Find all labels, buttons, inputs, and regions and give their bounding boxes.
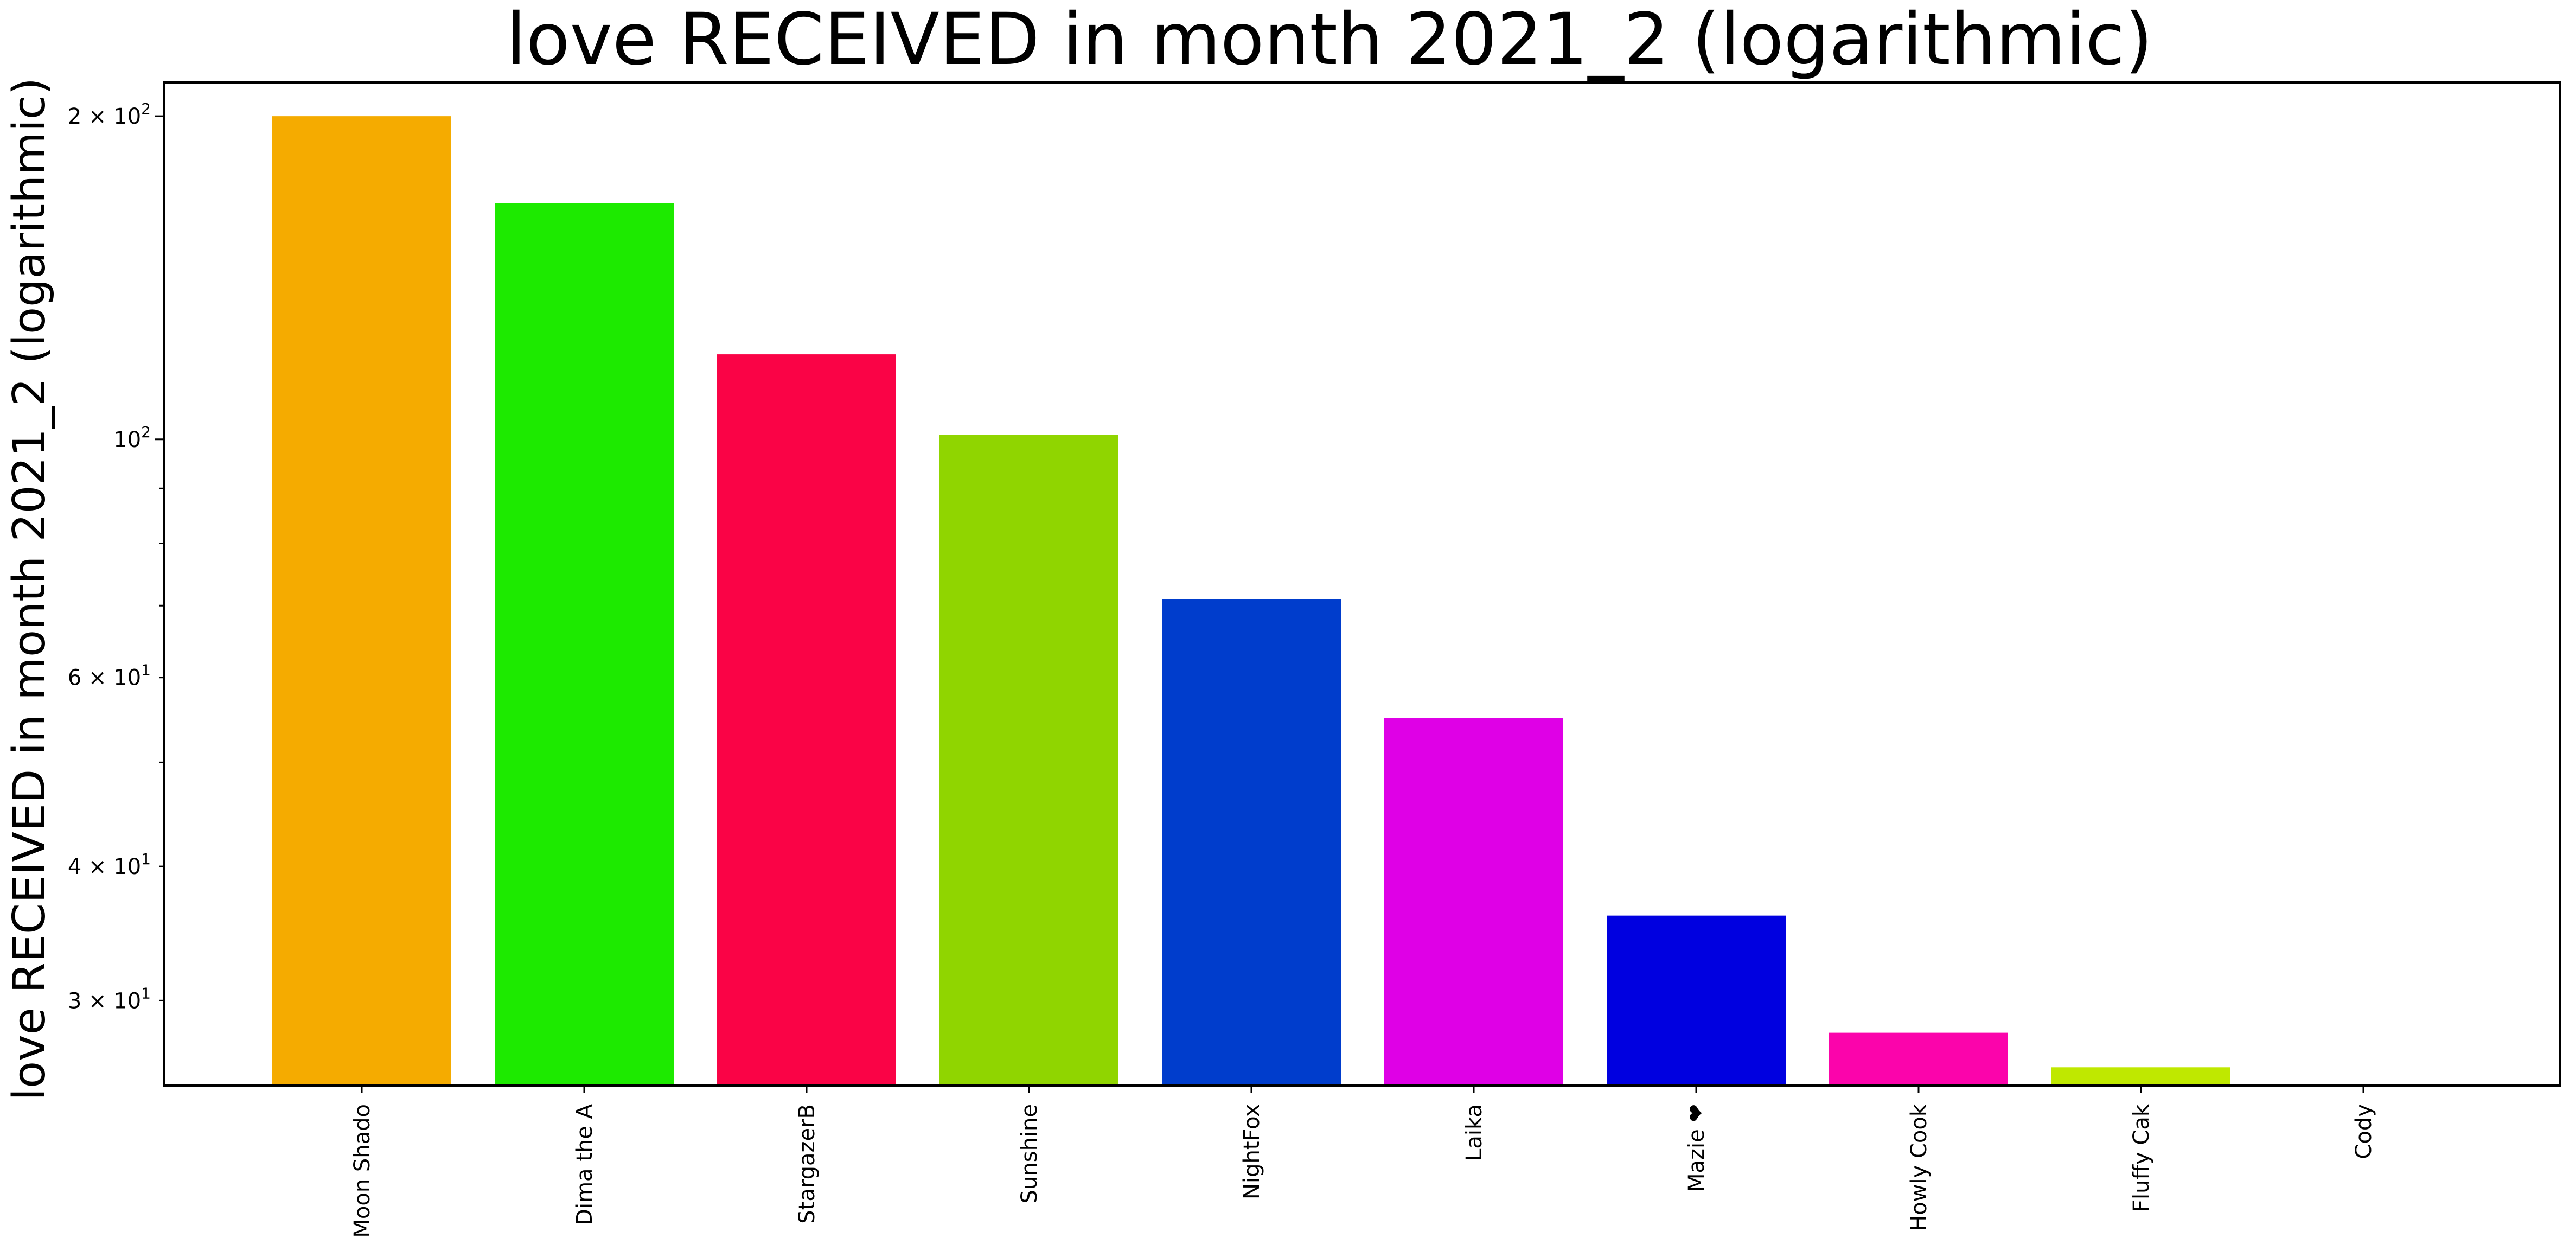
bar-1 [495,203,674,1086]
x-tick-label: Moon Shado [350,1104,375,1238]
x-tick-label: Mazie ❤ [1684,1104,1709,1192]
y-tick-label: 4 × 101 [68,850,151,879]
x-tick-label: Howly Cook [1907,1103,1932,1232]
bar-6 [1607,915,1786,1086]
bar-0 [272,116,451,1086]
x-tick-label: Laika [1462,1104,1487,1161]
x-tick-label: Sunshine [1017,1104,1042,1203]
x-tick-label: Cody [2351,1104,2376,1159]
y-tick-label: 102 [113,423,151,452]
x-ticks-group: Moon Shado Dima the A StargazerB Sunshine Ni… [350,1086,2376,1238]
x-tick-label: StargazerB [795,1104,820,1224]
x-tick-label: Fluffy Cak [2129,1103,2154,1212]
y-axis-label: love RECEIVED in month 2021_2 (logarithm… [4,78,55,1101]
bar-3 [939,435,1118,1086]
x-tick-label: NightFox [1239,1104,1264,1199]
y-tick-label: 3 × 101 [68,984,151,1013]
bar-2 [717,354,896,1086]
y-tick-label: 2 × 102 [68,100,151,129]
y-tick-label: 6 × 101 [68,661,151,691]
bar-7 [1829,1032,2008,1086]
x-tick-label: Dima the A [572,1103,597,1225]
bar-5 [1384,718,1563,1086]
bar-8 [2051,1067,2230,1086]
bars-group [272,116,2230,1086]
chart-title: love RECEIVED in month 2021_2 (logarithm… [506,0,2152,81]
plot-frame [163,81,2561,1087]
bar-4 [1162,599,1341,1086]
y-ticks-group: 102 2 × 102 3 × 101 4 × 101 6 × 101 [68,100,164,1013]
